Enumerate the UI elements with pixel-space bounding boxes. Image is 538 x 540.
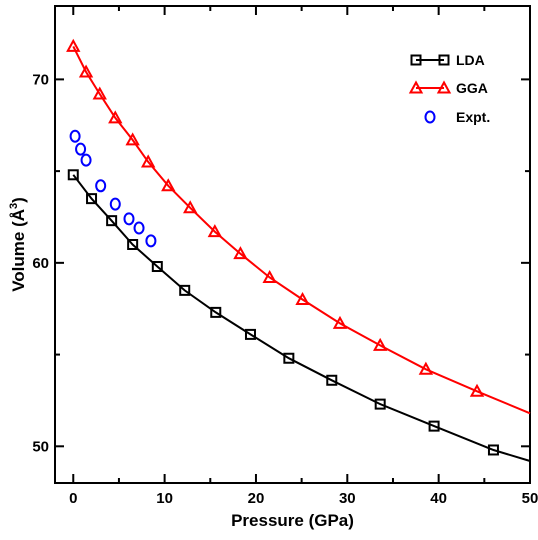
data-point <box>161 178 176 192</box>
data-point <box>283 352 295 364</box>
x-tick-label: 0 <box>69 490 77 507</box>
y-tick-label: 60 <box>32 255 49 272</box>
series-gga <box>66 38 531 415</box>
plot-frame <box>54 5 531 484</box>
data-point <box>233 246 248 260</box>
x-axis-title: Pressure (GPa) <box>231 511 354 530</box>
legend: LDA GGA Expt. <box>408 52 490 125</box>
y-tick-label: 50 <box>32 438 49 455</box>
y-axis-title-sup: 3 <box>8 203 20 209</box>
data-point <box>78 64 94 78</box>
legend-label: LDA <box>456 52 485 68</box>
data-point <box>487 444 499 456</box>
data-point <box>125 132 140 146</box>
axes: 0 10 20 30 40 50 50 60 70 <box>32 5 538 507</box>
legend-marker <box>408 80 424 94</box>
y-axis-title-close: ) <box>9 197 28 203</box>
data-point <box>179 284 191 296</box>
data-point <box>151 261 163 273</box>
data-point <box>244 328 256 340</box>
data-point <box>75 142 87 156</box>
data-point <box>210 306 222 318</box>
series-layer <box>66 38 531 462</box>
legend-marker <box>410 54 422 66</box>
data-point <box>123 212 135 226</box>
data-point <box>140 154 156 168</box>
legend-label: GGA <box>456 80 488 96</box>
data-point <box>183 200 198 214</box>
data-point <box>133 221 145 235</box>
data-point <box>127 239 139 250</box>
data-point <box>109 197 121 211</box>
data-point <box>469 383 485 397</box>
data-point <box>86 193 98 205</box>
data-point <box>207 224 223 238</box>
data-point <box>95 179 107 193</box>
series-line <box>72 174 531 462</box>
x-tick-label: 40 <box>430 490 447 507</box>
data-point <box>295 291 310 306</box>
series-expt <box>69 129 157 248</box>
legend-marker <box>424 110 436 124</box>
x-tick-label: 50 <box>522 490 538 507</box>
series-line <box>72 45 531 415</box>
data-point <box>326 374 338 386</box>
data-point <box>262 269 277 284</box>
data-point <box>332 315 348 329</box>
data-point <box>418 361 434 375</box>
y-tick-label: 70 <box>32 71 49 88</box>
data-point <box>67 169 79 181</box>
legend-label: Expt. <box>456 109 490 125</box>
y-axis-title: Volume (Å3) <box>8 197 28 292</box>
data-point <box>108 110 123 124</box>
series-lda <box>67 169 531 462</box>
data-point <box>66 38 81 52</box>
data-point <box>92 86 107 100</box>
data-point <box>374 398 386 410</box>
x-tick-label: 10 <box>156 490 173 507</box>
x-tick-label: 30 <box>339 490 356 507</box>
x-tick-label: 20 <box>248 490 265 507</box>
data-point <box>106 215 118 227</box>
data-point <box>69 129 81 143</box>
data-point <box>373 337 388 351</box>
data-point <box>428 420 440 432</box>
legend-marker <box>438 54 450 66</box>
data-point <box>80 153 92 167</box>
legend-marker <box>436 80 452 94</box>
data-point <box>145 234 157 248</box>
y-axis-title-main: Volume (Å <box>9 209 28 292</box>
